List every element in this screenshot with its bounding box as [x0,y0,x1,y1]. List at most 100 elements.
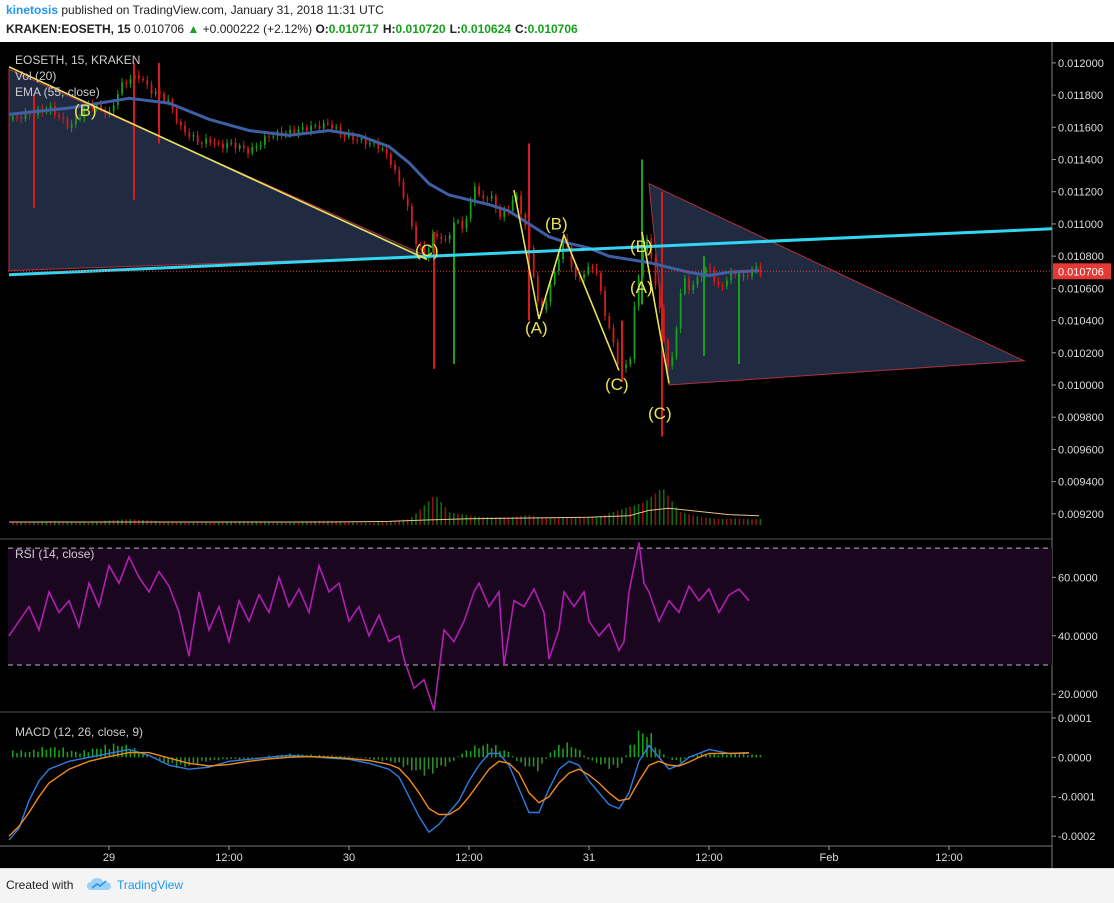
volume-bar [58,521,60,526]
macd-histogram-bar [163,757,165,763]
volume-bar [66,521,69,526]
candle-body [503,209,506,218]
macd-histogram-bar [646,737,648,758]
macd-histogram-bar [566,742,568,758]
volume-bar [537,516,539,526]
volume-bar [398,520,400,526]
candle-body [658,285,661,309]
candle-body [595,268,598,273]
volume-bar [667,495,669,526]
candle-body [255,146,258,148]
wave-label: (C) [415,241,439,260]
volume-bar [532,516,535,526]
macd-histogram-bar [24,752,27,758]
macd-histogram-bar [83,750,85,758]
volume-bar [625,507,627,526]
volume-bar [608,513,610,526]
volume-bar [96,521,98,526]
macd-tick-label: 0.0000 [1058,752,1092,764]
macd-histogram-bar [755,754,757,758]
candle-body [461,220,464,229]
price-tick-label: 0.010000 [1058,380,1104,392]
volume-bar [142,519,144,526]
candle-body [679,293,682,329]
macd-histogram-bar [511,755,514,758]
candle-body [96,104,98,108]
volume-bar [566,517,568,526]
macd-histogram-bar [574,748,577,758]
volume-ma-line [9,507,760,523]
candle-body [318,125,321,129]
candle-body [83,108,86,118]
macd-histogram-bar [175,757,178,768]
candle-body [180,122,182,126]
chart-area[interactable]: (B) (C) (B) (A) (C) (B) (A) (C) 0.010706 0.01200… [0,42,1114,868]
volume-bar [474,516,476,526]
volume-bar [604,514,606,526]
macd-histogram-bar [721,753,724,758]
volume-bar [440,502,442,526]
macd-histogram-bar [730,753,732,758]
candle-body [709,268,711,270]
macd-histogram-bar [562,748,564,758]
publish-info: published on TradingView.com, January 31… [61,3,384,17]
volume-bar [432,496,434,526]
macd-histogram-bar [91,748,94,758]
author-link[interactable]: kinetosis [6,3,59,17]
candle-body [301,127,304,130]
macd-histogram-bar [495,745,497,758]
chart-canvas[interactable]: (B) (C) (B) (A) (C) (B) (A) (C) 0.010706 0.01200… [0,42,1114,868]
volume-bar [377,522,379,526]
candle-body [511,199,514,211]
macd-histogram-bar [20,750,22,758]
legends: EOSETH, 15, KRAKEN Vol (20) EMA (55, close… [15,53,143,739]
price-tick-label: 0.011800 [1058,90,1103,102]
macd-histogram-bar [558,744,560,758]
volume-bar [280,521,283,526]
ohlc-key: O: [315,22,329,36]
candle-body [717,281,720,286]
macd-histogram-bar [96,748,98,758]
volume-bar [415,513,417,526]
macd-histogram-bar [192,757,195,763]
volume-bar [322,520,325,526]
volume-bar [642,502,644,526]
macd-histogram-bar [377,757,379,760]
volume-bar [213,521,216,526]
candle-body [427,248,430,257]
volume-bar [163,521,165,526]
macd-histogram-bar [243,757,245,760]
candle-body [545,301,548,310]
macd-histogram-bar [364,757,367,759]
volume-bar [360,522,363,526]
volume-bar [343,521,346,526]
macd-histogram-bar [570,747,573,758]
volume-bar [272,521,274,526]
candle-body [163,93,165,102]
candle-body [553,271,556,285]
macd-histogram-bar [541,757,543,764]
tradingview-link[interactable]: TradingView [117,878,184,892]
macd-histogram-bar [579,750,581,758]
price-change: +0.000222 (+2.12%) [202,22,313,36]
candle-body [705,268,707,275]
candle-body [398,170,401,182]
macd-histogram-bar [201,757,203,761]
volume-bar [591,516,594,526]
volume-bar [196,522,199,526]
candle-body [348,133,350,137]
volume-bar [549,518,552,526]
candle-body [272,136,275,138]
ohlc-key: C: [514,22,528,36]
candle-body [759,266,762,276]
macd-histogram-bar [642,733,644,758]
candle-body [100,104,102,110]
volume-bar [406,519,409,526]
candle-body [385,148,388,154]
volume-bar [511,516,514,526]
candle-body [583,273,585,278]
volume-bar [188,522,190,526]
candle-body [251,147,254,154]
volume-bar [747,519,749,526]
macd-histogram-bar [524,757,526,767]
